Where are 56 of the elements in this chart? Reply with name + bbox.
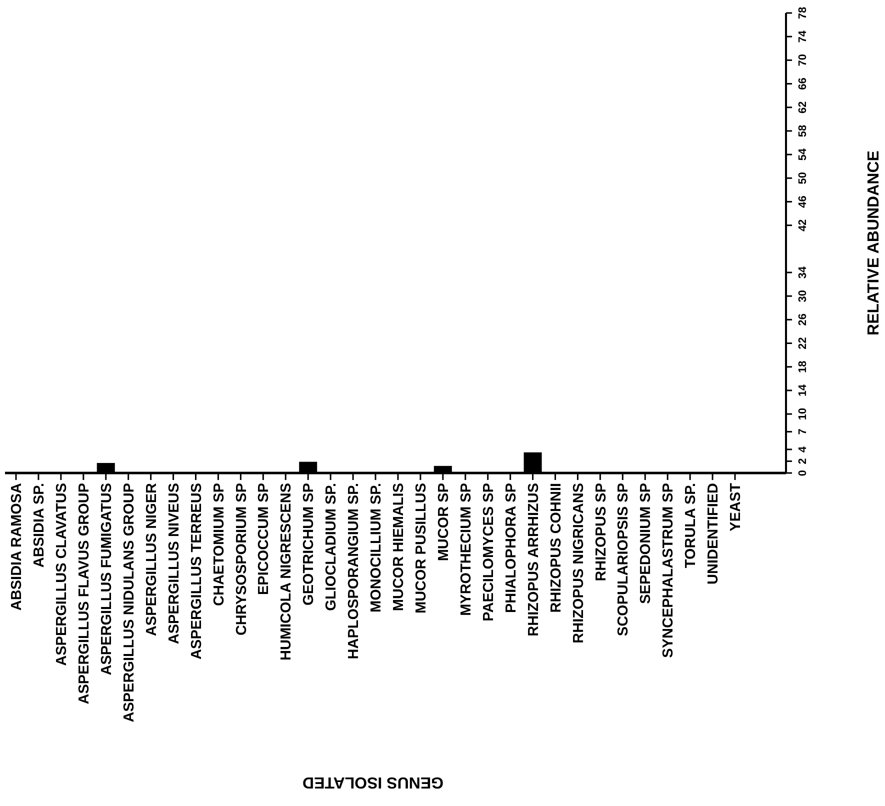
y-tick-label: 30: [796, 290, 809, 302]
x-tick-label: RHIZOPUS ARRHIZUS: [526, 482, 542, 636]
x-axis-title: GENUS ISOLATED: [302, 773, 444, 790]
x-tick-label: ASPERGILLUS NIGER: [144, 482, 160, 636]
y-tick-label: 14: [796, 383, 809, 397]
x-tick-label: ASPERGILLUS NIVEUS: [166, 482, 182, 644]
x-tick-label: ABSIDIA SP.: [32, 483, 48, 568]
y-tick-label: 50: [796, 172, 809, 184]
y-tick-label: 26: [796, 314, 809, 326]
x-tick-label: CHRYSOSPORIUM SP: [234, 482, 250, 636]
x-tick-label: HAPLOSPORANGIUM SP.: [346, 483, 362, 660]
y-tick-label: 46: [796, 196, 809, 208]
x-tick-label: ASPERGILLUS NIDULANS GROUP: [121, 482, 138, 722]
x-tick-label: MUCOR HIEMALIS: [391, 482, 408, 612]
x-tick-label: ASPERGILLUS TERREUS: [188, 482, 205, 660]
x-tick-label: MONOCILLIUM SP.: [368, 483, 385, 612]
x-tick-label: UNIDENTIFIED: [706, 483, 722, 584]
x-tick-label: RHIZOPUS COHNII: [548, 483, 564, 613]
x-tick-label: EPICOCCUM SP: [256, 482, 272, 595]
y-tick-label: 70: [796, 54, 809, 66]
x-tick-label: PHIALOPHORA SP: [503, 482, 520, 613]
x-tick-label: MUCOR SP: [436, 482, 452, 562]
y-tick-label: 66: [796, 78, 809, 90]
y-tick-label: 4: [796, 445, 809, 452]
x-tick-label: CHAETOMIUM SP: [211, 482, 228, 606]
x-tick-label: PAECILOMYCES SP: [480, 482, 497, 622]
x-tick-label: MUCOR PUSILLUS: [414, 482, 430, 614]
x-tick-label: HUMICOLA NIGRESCENS: [278, 482, 295, 660]
y-tick-label: 54: [796, 148, 809, 161]
x-tick-label: YEAST: [728, 482, 744, 532]
x-tick-label: MYROTHECIUM SP: [458, 482, 474, 616]
y-tick-label: 42: [796, 219, 809, 232]
y-tick-label: 0: [796, 470, 809, 476]
x-tick-label: TORULA SP.: [683, 483, 700, 568]
y-tick-label: 62: [796, 101, 809, 114]
x-tick-label: GEOTRICHUM SP: [301, 482, 318, 606]
y-tick-label: 58: [796, 124, 809, 138]
x-tick-label: ASPERGILLUS FUMIGATUS: [98, 482, 115, 676]
y-tick-label: 7: [796, 428, 809, 435]
x-tick-label: SYNCEPHALASTRUM SP: [660, 482, 677, 658]
y-tick-label: 22: [796, 337, 809, 350]
y-tick-label: 2: [796, 458, 809, 464]
x-tick-label: RHIZOPUS SP: [593, 482, 610, 582]
y-axis-title: RELATIVE ABUNDANCE: [866, 150, 883, 336]
y-tick-label: 34: [796, 265, 809, 279]
x-tick-label: ABSIDIA RAMOSA: [9, 482, 26, 611]
y-tick-label: 18: [796, 360, 809, 373]
x-tick-label: GLIOCLADIUM SP.: [324, 483, 340, 611]
x-tick-label: SCOPULARIOPSIS SP: [616, 482, 632, 636]
x-tick-label: SEPEDONIUM SP: [638, 482, 654, 604]
y-tick-label: 10: [796, 408, 809, 420]
x-tick-label: RHIZOPUS NIGRICANS: [570, 482, 587, 644]
x-tick-label: ASPERGILLUS FLAVUS GROUP: [76, 482, 92, 704]
y-tick-label: 78: [796, 6, 809, 20]
y-tick-label: 74: [796, 30, 809, 43]
x-tick-label: ASPERGILLUS CLAVATUS: [54, 482, 70, 666]
